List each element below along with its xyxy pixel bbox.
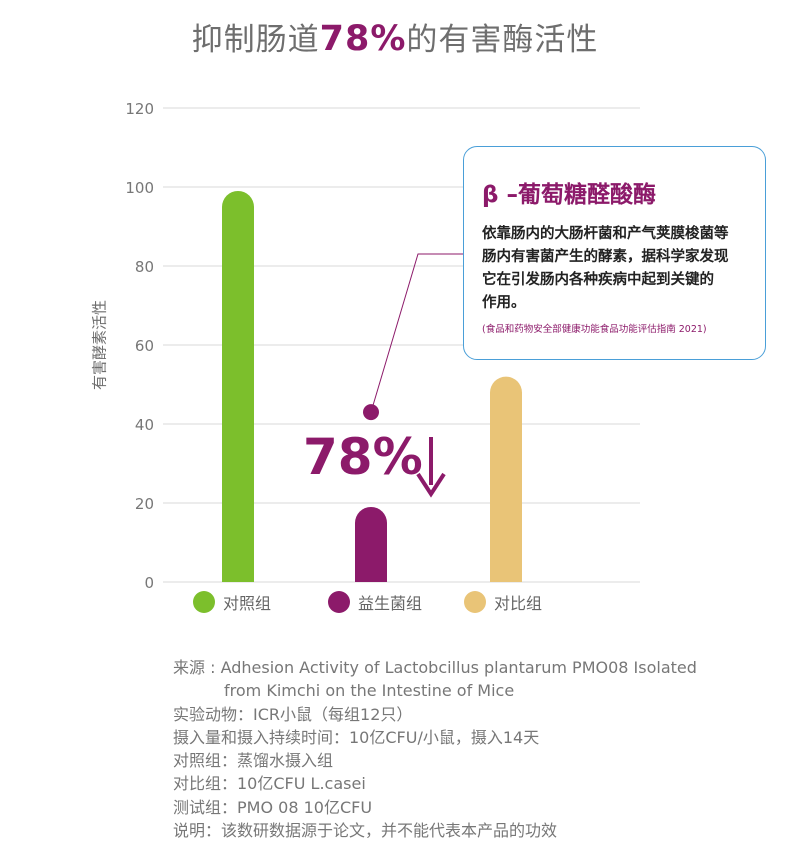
title-suffix: 的有害酶活性 — [406, 22, 599, 58]
callout-line: 它在引发肠内各种疾病中起到关键的 — [482, 272, 714, 288]
note-dosage: 摄入量和摄入持续时间：10亿CFU/小鼠，摄入14天 — [173, 727, 540, 747]
legend-dot-comparison — [464, 591, 486, 613]
legend-label-control: 对照组 — [223, 594, 272, 613]
bar-probiotic — [355, 506, 387, 582]
y-tick-label: 100 — [125, 179, 154, 197]
reduction-percentage: 78% — [303, 428, 423, 486]
annotation-leader-line — [370, 253, 474, 413]
y-tick-label: 20 — [135, 495, 154, 513]
callout-line: 肠内有害菌产生的酵素，据科学家发现 — [482, 249, 729, 265]
legend-label-probiotic: 益生菌组 — [358, 594, 423, 613]
callout-line: 作用。 — [482, 295, 526, 311]
callout-body: 依靠肠内的大肠杆菌和产气荚膜梭菌等 肠内有害菌产生的酵素，据科学家发现 它在引发… — [482, 223, 747, 315]
note-source-continued: from Kimchi on the Intestine of Mice — [224, 681, 515, 701]
y-tick-label: 40 — [135, 416, 154, 434]
enzyme-info-callout: β –葡萄糖醛酸酶 依靠肠内的大肠杆菌和产气荚膜梭菌等 肠内有害菌产生的酵素，据… — [463, 146, 766, 360]
note-comparison-group: 对比组：10亿CFU L.casei — [173, 774, 366, 794]
legend-label-comparison: 对比组 — [494, 594, 543, 613]
study-notes: 来源 : Adhesion Activity of Lactobcillus p… — [173, 656, 773, 842]
y-tick-label: 0 — [144, 574, 154, 592]
down-arrow-head-icon — [416, 472, 446, 498]
note-control-group: 对照组：蒸馏水摄入组 — [173, 751, 334, 771]
callout-title: β –葡萄糖醛酸酶 — [482, 182, 656, 208]
callout-reference: (食品和药物安全部健康功能食品功能评估指南 2021) — [482, 324, 707, 335]
y-tick-label: 120 — [125, 100, 154, 118]
bar-comparison — [490, 376, 522, 582]
note-source: 来源 : Adhesion Activity of Lactobcillus p… — [173, 658, 697, 677]
legend-item-control: 对照组 — [193, 590, 271, 614]
title-highlight: 78% — [319, 19, 407, 59]
y-tick-label: 80 — [135, 258, 154, 276]
bar-control — [222, 190, 254, 582]
note-disclaimer: 说明：该数研数据源于论文，并不能代表本产品的功效 — [173, 821, 558, 841]
note-animals: 实验动物：ICR小鼠（每组12只） — [173, 704, 413, 724]
y-axis-label: 有害酵素活性 — [90, 299, 109, 391]
page-title: 抑制肠道78%的有害酶活性 — [0, 14, 790, 59]
title-prefix: 抑制肠道 — [191, 22, 320, 58]
legend-dot-control — [193, 591, 215, 613]
callout-line: 依靠肠内的大肠杆菌和产气荚膜梭菌等 — [482, 226, 729, 242]
y-tick-label: 60 — [135, 337, 154, 355]
legend-dot-probiotic — [328, 591, 350, 613]
note-test-group: 测试组：PMO 08 10亿CFU — [173, 797, 373, 817]
legend-item-comparison: 对比组 — [464, 590, 542, 614]
legend-item-probiotic: 益生菌组 — [328, 590, 422, 614]
